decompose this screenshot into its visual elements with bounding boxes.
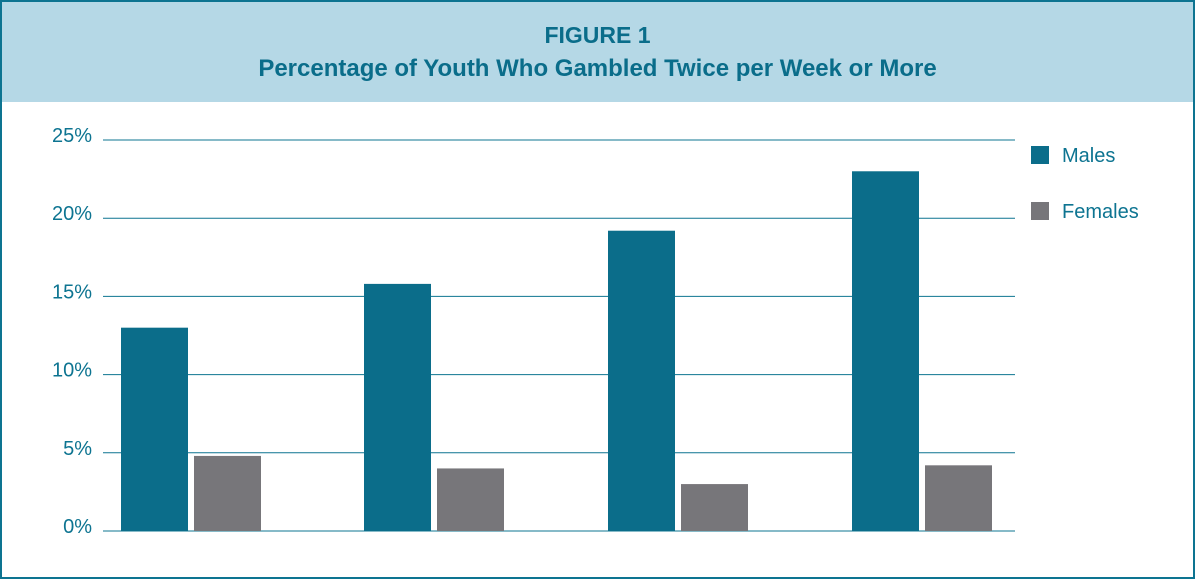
legend-females-label: Females xyxy=(1062,201,1139,223)
bar-females xyxy=(925,465,992,531)
figure-label: FIGURE 1 xyxy=(544,22,651,48)
legend-males-swatch xyxy=(1031,146,1049,164)
legend-males-label: Males xyxy=(1062,145,1115,167)
y-tick-label: 20% xyxy=(52,203,92,225)
y-tick-label: 0% xyxy=(63,516,92,538)
bar-females xyxy=(437,468,504,531)
y-tick-label: 25% xyxy=(52,125,92,147)
chart-title: Percentage of Youth Who Gambled Twice pe… xyxy=(258,55,937,82)
y-tick-label: 10% xyxy=(52,360,92,382)
legend-females-swatch xyxy=(1031,202,1049,220)
bar-males xyxy=(121,327,188,531)
bar-females xyxy=(194,455,261,531)
y-tick-label: 5% xyxy=(63,438,92,460)
bar-females xyxy=(681,484,748,531)
bar-males xyxy=(364,283,431,531)
bar-males xyxy=(608,230,675,531)
figure-header: FIGURE 1 Percentage of Youth Who Gambled… xyxy=(2,2,1193,102)
y-tick-label: 15% xyxy=(52,281,92,303)
bar-males xyxy=(852,171,919,531)
